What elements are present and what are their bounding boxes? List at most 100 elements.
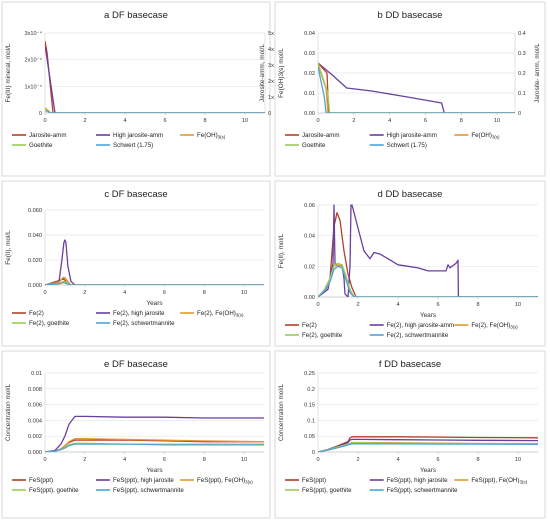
y-axis-label: Fe(II), mol/L [5,230,12,265]
panel-a: a DF basecase01x10⁻⁴2x10⁻⁴3x10⁻⁴01x10⁻³2… [1,1,285,177]
x-tick-label: 10 [242,118,248,124]
x-tick-label: 8 [460,118,463,124]
y2-tick-label: 0.4 [518,31,526,37]
x-tick-label: 0 [43,118,46,124]
legend-label-subscript: 3(s) [236,313,244,318]
x-tick-label: 4 [123,118,126,124]
legend-label: Fe(2), schwertmannite [113,320,175,327]
legend-label-subscript: 3(s) [492,135,500,140]
y-axis-label: Fe(II), mol/L [278,233,285,268]
panel-frame [1,180,271,347]
y-tick-label: 2x10⁻⁴ [25,57,43,64]
series-line [45,46,265,113]
series-line [45,107,265,113]
legend-label: FeS(ppt) [302,477,326,484]
y2-tick-label: 0 [518,111,521,117]
y2-tick-label: 0.2 [518,71,526,77]
y-tick-label: 0.000 [28,283,42,289]
x-axis-label: Years [146,467,162,474]
x-axis-label: Years [146,300,162,307]
legend-label: Goethite [302,142,326,149]
legend-label: High jarosite-amm [387,132,437,139]
y-tick-label: 0 [312,450,315,456]
legend-label: FeS(ppt) [29,477,53,484]
x-tick-label: 6 [424,118,427,124]
legend-label: High jarosite-amm [113,132,163,139]
x-tick-label: 2 [352,118,355,124]
legend-label: Schwert (1.75) [387,142,427,149]
y2-tick-label: 0.3 [518,51,526,57]
x-tick-label: 2 [83,290,86,296]
y-tick-label: 0.2 [307,387,315,393]
chart-title: f DD basecase [379,359,441,370]
x-tick-label: 8 [203,290,206,296]
y-tick-label: 0.00 [304,111,315,117]
y-tick-label: 0.05 [304,434,315,440]
x-axis-label: Years [420,312,436,319]
legend-label: Jarosite-amm [29,132,66,139]
panel-frame [274,350,546,519]
panel-f: f DD basecase 0 0.05 0.1 0.15 0.2 0.25 0 2 4 6 8 10 Y… [274,350,546,519]
legend-label: FeS(ppt), schwertmannite [113,487,184,494]
panel-frame [1,1,271,177]
series-group [318,436,538,452]
x-tick-label: 8 [203,118,206,124]
legend-label: Fe(2), goethite [29,320,70,327]
x-tick-label: 4 [396,457,399,463]
y-tick-label: 0.04 [304,234,315,240]
x-tick-label: 8 [203,457,206,463]
chart-title: d DD basecase [378,189,443,200]
legend-label: FeS(ppt), schwertmannite [387,487,458,494]
chart-title: a DF basecase [104,10,168,21]
x-tick-label: 10 [515,302,521,308]
y-tick-label: 0.060 [28,208,42,214]
legend-label: FeS(ppt), Fe(OH)3(s) [471,477,527,485]
series-line [318,62,515,113]
y-tick-label: 0.006 [28,403,42,409]
y-tick-label: 0.004 [28,418,42,424]
y-tick-label: 3x10⁻⁴ [25,30,43,37]
legend-label: Fe(2), schwertmannite [387,332,449,339]
y-tick-label: 0.01 [304,91,315,97]
panel-d: d DD basecase 0.00 0.02 0.04 0.06 0 2 4 6 8 10 Year… [274,180,546,347]
legend-label: FeS(ppt), goethite [302,487,352,494]
y-axis-label: Concentration mol/L [5,383,12,441]
series-line [318,443,538,452]
series-line [45,109,265,113]
series-group [318,62,515,113]
legend-label: FeS(ppt), high jarosite [387,477,448,484]
y-tick-label: 0.00 [304,295,315,301]
y-tick-label: 0.25 [304,371,315,377]
chart-title: c DF basecase [104,189,167,200]
legend-label: Fe(2) [29,310,44,317]
legend-label: Fe(2), goethite [302,332,343,339]
chart-title: b DD basecase [378,10,443,21]
series-line [45,281,264,285]
series-line [318,262,538,297]
x-tick-label: 4 [123,290,126,296]
series-line [45,443,264,452]
x-tick-label: 2 [83,457,86,463]
y2-tick-label: 0 [268,111,271,117]
chart-title: e DF basecase [104,359,168,370]
x-tick-label: 6 [436,302,439,308]
x-tick-label: 2 [356,302,359,308]
x-tick-label: 6 [163,457,166,463]
series-line [45,415,264,452]
x-tick-label: 8 [476,457,479,463]
series-line [318,62,515,113]
y-tick-label: 1x10⁻⁴ [25,83,43,90]
x-tick-label: 10 [515,457,521,463]
series-group [45,239,264,285]
legend-label: Fe(2), high jarosite [113,310,165,317]
y-tick-label: 0 [39,111,42,117]
legend-label-subscript: 3(s) [218,135,226,140]
legend-label-subscript: 3(s) [245,480,253,485]
y-axis-label: Concentration mol/L [278,383,285,441]
y-tick-label: 0.06 [304,203,315,209]
panel-frame [1,350,271,519]
y-tick-label: 0.002 [28,434,42,440]
x-tick-label: 10 [241,290,247,296]
y2-axis-label: Jarosite- amm, mol/L [534,43,541,103]
